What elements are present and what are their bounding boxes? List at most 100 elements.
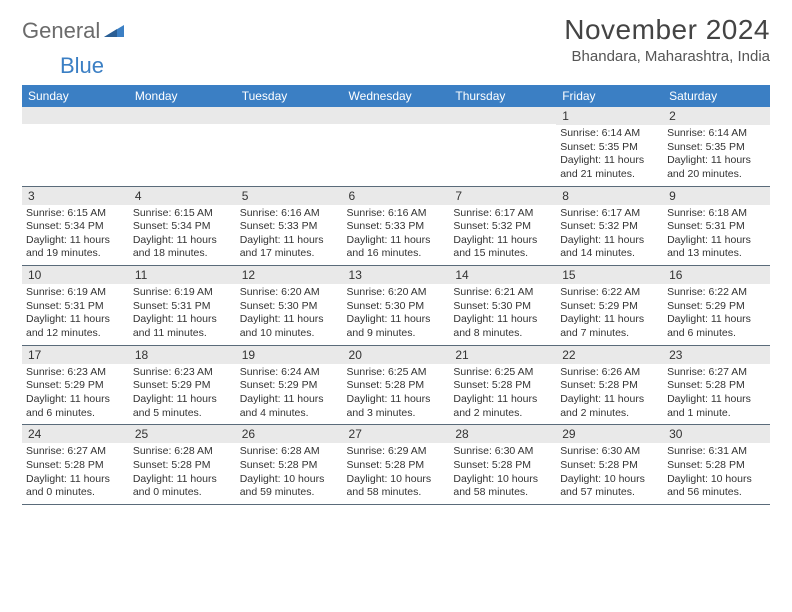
calendar-cell: 28Sunrise: 6:30 AMSunset: 5:28 PMDayligh… [449,425,556,505]
day-text: Sunrise: 6:20 AMSunset: 5:30 PMDaylight:… [236,284,343,345]
day-number: 1 [556,107,663,125]
calendar-table: SundayMondayTuesdayWednesdayThursdayFrid… [22,85,770,505]
weekday-row: SundayMondayTuesdayWednesdayThursdayFrid… [22,85,770,107]
calendar-cell: 11Sunrise: 6:19 AMSunset: 5:31 PMDayligh… [129,266,236,346]
calendar-cell: 13Sunrise: 6:20 AMSunset: 5:30 PMDayligh… [343,266,450,346]
day-number: 10 [22,266,129,284]
day-text: Sunrise: 6:21 AMSunset: 5:30 PMDaylight:… [449,284,556,345]
calendar-cell: 8Sunrise: 6:17 AMSunset: 5:32 PMDaylight… [556,186,663,266]
day-text [449,124,556,180]
day-text: Sunrise: 6:30 AMSunset: 5:28 PMDaylight:… [449,443,556,504]
day-text: Sunrise: 6:28 AMSunset: 5:28 PMDaylight:… [129,443,236,504]
day-number: 4 [129,187,236,205]
weekday-header: Tuesday [236,85,343,107]
calendar-cell: 24Sunrise: 6:27 AMSunset: 5:28 PMDayligh… [22,425,129,505]
day-number: 15 [556,266,663,284]
day-number: 13 [343,266,450,284]
day-number: 5 [236,187,343,205]
calendar-cell [449,107,556,186]
month-title: November 2024 [564,14,770,46]
calendar-week: 24Sunrise: 6:27 AMSunset: 5:28 PMDayligh… [22,425,770,505]
day-text: Sunrise: 6:25 AMSunset: 5:28 PMDaylight:… [449,364,556,425]
day-number: 14 [449,266,556,284]
calendar-cell [129,107,236,186]
day-number: 11 [129,266,236,284]
weekday-header: Monday [129,85,236,107]
day-number: 27 [343,425,450,443]
calendar-cell: 21Sunrise: 6:25 AMSunset: 5:28 PMDayligh… [449,345,556,425]
day-text: Sunrise: 6:14 AMSunset: 5:35 PMDaylight:… [556,125,663,186]
day-number [236,107,343,124]
calendar-cell: 4Sunrise: 6:15 AMSunset: 5:34 PMDaylight… [129,186,236,266]
day-number: 12 [236,266,343,284]
day-text: Sunrise: 6:23 AMSunset: 5:29 PMDaylight:… [22,364,129,425]
calendar-cell: 25Sunrise: 6:28 AMSunset: 5:28 PMDayligh… [129,425,236,505]
day-text: Sunrise: 6:14 AMSunset: 5:35 PMDaylight:… [663,125,770,186]
day-text: Sunrise: 6:16 AMSunset: 5:33 PMDaylight:… [343,205,450,266]
calendar-cell: 26Sunrise: 6:28 AMSunset: 5:28 PMDayligh… [236,425,343,505]
logo-word2: Blue [60,53,104,79]
day-number [129,107,236,124]
day-text: Sunrise: 6:15 AMSunset: 5:34 PMDaylight:… [129,205,236,266]
weekday-header: Friday [556,85,663,107]
calendar-cell: 19Sunrise: 6:24 AMSunset: 5:29 PMDayligh… [236,345,343,425]
day-text: Sunrise: 6:26 AMSunset: 5:28 PMDaylight:… [556,364,663,425]
calendar-cell: 18Sunrise: 6:23 AMSunset: 5:29 PMDayligh… [129,345,236,425]
day-number: 17 [22,346,129,364]
day-text [129,124,236,180]
calendar-cell: 23Sunrise: 6:27 AMSunset: 5:28 PMDayligh… [663,345,770,425]
day-number: 25 [129,425,236,443]
day-text: Sunrise: 6:25 AMSunset: 5:28 PMDaylight:… [343,364,450,425]
calendar-week: 3Sunrise: 6:15 AMSunset: 5:34 PMDaylight… [22,186,770,266]
day-number: 7 [449,187,556,205]
calendar-cell: 14Sunrise: 6:21 AMSunset: 5:30 PMDayligh… [449,266,556,346]
day-text: Sunrise: 6:28 AMSunset: 5:28 PMDaylight:… [236,443,343,504]
logo: General [22,14,124,44]
calendar-cell: 10Sunrise: 6:19 AMSunset: 5:31 PMDayligh… [22,266,129,346]
calendar-cell: 22Sunrise: 6:26 AMSunset: 5:28 PMDayligh… [556,345,663,425]
calendar-body: 1Sunrise: 6:14 AMSunset: 5:35 PMDaylight… [22,107,770,504]
calendar-cell: 9Sunrise: 6:18 AMSunset: 5:31 PMDaylight… [663,186,770,266]
calendar-cell [22,107,129,186]
day-text: Sunrise: 6:30 AMSunset: 5:28 PMDaylight:… [556,443,663,504]
calendar-cell [343,107,450,186]
calendar-head: SundayMondayTuesdayWednesdayThursdayFrid… [22,85,770,107]
calendar-cell: 6Sunrise: 6:16 AMSunset: 5:33 PMDaylight… [343,186,450,266]
day-text [22,124,129,180]
calendar-week: 1Sunrise: 6:14 AMSunset: 5:35 PMDaylight… [22,107,770,186]
day-number: 16 [663,266,770,284]
calendar-cell: 16Sunrise: 6:22 AMSunset: 5:29 PMDayligh… [663,266,770,346]
calendar-cell: 15Sunrise: 6:22 AMSunset: 5:29 PMDayligh… [556,266,663,346]
day-number: 3 [22,187,129,205]
day-text: Sunrise: 6:22 AMSunset: 5:29 PMDaylight:… [663,284,770,345]
day-text [236,124,343,180]
calendar-cell [236,107,343,186]
weekday-header: Wednesday [343,85,450,107]
day-number [343,107,450,124]
location: Bhandara, Maharashtra, India [564,48,770,65]
calendar-cell: 2Sunrise: 6:14 AMSunset: 5:35 PMDaylight… [663,107,770,186]
day-text [343,124,450,180]
day-number [449,107,556,124]
day-number: 20 [343,346,450,364]
calendar-cell: 20Sunrise: 6:25 AMSunset: 5:28 PMDayligh… [343,345,450,425]
page: General November 2024 Bhandara, Maharash… [0,0,792,505]
logo-word1: General [22,18,100,44]
day-text: Sunrise: 6:17 AMSunset: 5:32 PMDaylight:… [556,205,663,266]
day-text: Sunrise: 6:16 AMSunset: 5:33 PMDaylight:… [236,205,343,266]
weekday-header: Sunday [22,85,129,107]
weekday-header: Saturday [663,85,770,107]
calendar-cell: 12Sunrise: 6:20 AMSunset: 5:30 PMDayligh… [236,266,343,346]
day-number: 8 [556,187,663,205]
calendar-week: 10Sunrise: 6:19 AMSunset: 5:31 PMDayligh… [22,266,770,346]
day-text: Sunrise: 6:29 AMSunset: 5:28 PMDaylight:… [343,443,450,504]
day-text: Sunrise: 6:17 AMSunset: 5:32 PMDaylight:… [449,205,556,266]
day-number: 18 [129,346,236,364]
calendar-week: 17Sunrise: 6:23 AMSunset: 5:29 PMDayligh… [22,345,770,425]
day-number: 2 [663,107,770,125]
day-number: 30 [663,425,770,443]
day-text: Sunrise: 6:23 AMSunset: 5:29 PMDaylight:… [129,364,236,425]
calendar-cell: 7Sunrise: 6:17 AMSunset: 5:32 PMDaylight… [449,186,556,266]
day-number: 22 [556,346,663,364]
weekday-header: Thursday [449,85,556,107]
